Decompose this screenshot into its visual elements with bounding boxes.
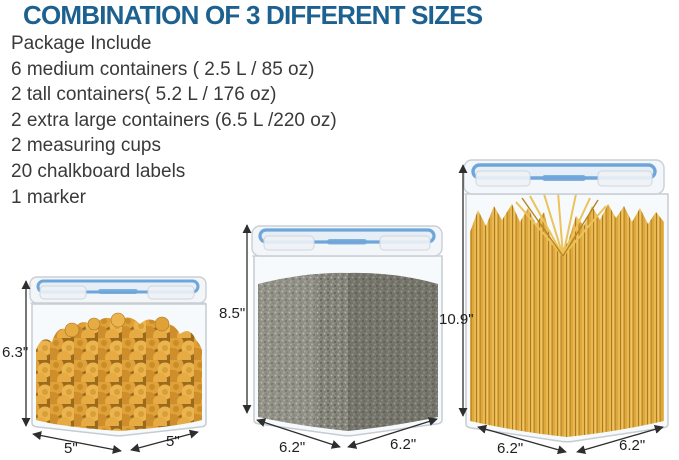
lid-tab-right xyxy=(147,285,195,300)
container-lid xyxy=(463,159,665,195)
height-label-tall: 8.5" xyxy=(219,305,246,322)
package-heading: Package Include xyxy=(11,33,152,54)
package-item: 2 extra large containers (6.5 L /220 oz) xyxy=(11,109,337,131)
page-title: COMBINATION OF 3 DIFFERENT SIZES xyxy=(23,0,483,30)
package-item: 2 measuring cups xyxy=(11,135,161,157)
base-right-label-tall: 6.2" xyxy=(390,436,417,453)
container-lid xyxy=(251,225,443,257)
container-lid xyxy=(29,276,207,304)
blue-seal-front xyxy=(327,239,367,245)
contents-seeds xyxy=(258,272,438,431)
package-item: 20 chalkboard labels xyxy=(11,160,186,182)
lid-tab-right xyxy=(597,170,653,187)
container-medium-photo xyxy=(29,276,207,437)
base-right-label-medium: 5" xyxy=(166,433,180,450)
package-list: Package Include 6 medium containers ( 2.… xyxy=(11,31,337,210)
base-left-label-extra-large: 6.2" xyxy=(497,440,524,457)
blue-seal-front xyxy=(542,175,586,181)
lid-tab-right xyxy=(379,235,431,251)
package-item: 2 tall containers( 5.2 L / 176 oz) xyxy=(11,84,277,106)
height-label-extra-large: 10.9" xyxy=(439,311,474,328)
blue-seal-front xyxy=(98,289,138,294)
package-item: 1 marker xyxy=(11,186,86,208)
base-left-label-tall: 6.2" xyxy=(279,439,306,456)
container-tall-photo xyxy=(251,225,443,437)
base-right-label-extra-large: 6.2" xyxy=(619,437,646,454)
container-extra-large-photo xyxy=(463,159,669,443)
base-left-label-medium: 5" xyxy=(64,440,78,457)
contents-crackers xyxy=(36,312,202,431)
height-label-medium: 6.3" xyxy=(2,344,29,361)
package-item: 6 medium containers ( 2.5 L / 85 oz) xyxy=(11,58,315,80)
lid-tab-left xyxy=(475,170,531,187)
lid-tab-left xyxy=(263,235,315,251)
lid-tab-left xyxy=(39,285,87,300)
contents-spaghetti xyxy=(470,194,664,437)
